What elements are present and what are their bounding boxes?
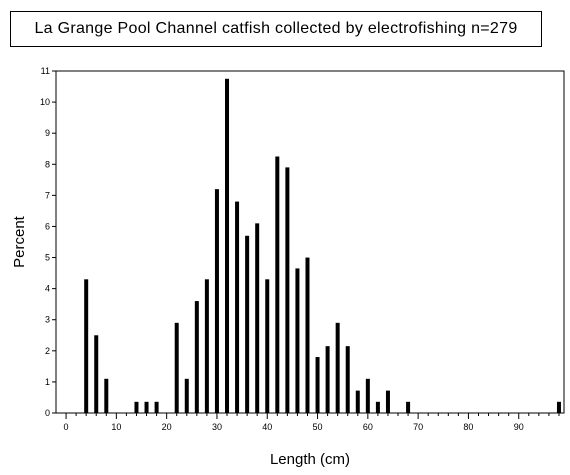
y-tick-label: 6 <box>45 221 50 231</box>
bar <box>365 378 370 413</box>
x-tick-label: 90 <box>514 422 524 432</box>
bar <box>154 401 159 413</box>
bar <box>265 279 270 413</box>
y-tick-label: 8 <box>45 159 50 169</box>
bar <box>235 201 240 413</box>
bar <box>556 401 561 413</box>
x-axis: 0 10 20 30 40 50 60 70 80 90 <box>64 413 560 432</box>
bar <box>275 156 280 413</box>
bar <box>325 346 330 413</box>
y-tick-label: 5 <box>45 253 50 263</box>
plot-frame <box>55 70 565 414</box>
x-tick-label: 80 <box>463 422 473 432</box>
y-tick-label: 1 <box>45 377 50 387</box>
bar <box>335 322 340 413</box>
bar <box>406 401 411 413</box>
bar <box>345 346 350 413</box>
bar <box>375 401 380 413</box>
bar <box>134 401 139 413</box>
bar <box>204 279 209 413</box>
x-tick-label: 0 <box>64 422 69 432</box>
bar <box>144 401 149 413</box>
y-tick-label: 4 <box>45 284 50 294</box>
bar <box>214 189 219 413</box>
chart-title: La Grange Pool Channel catfish collected… <box>34 20 518 37</box>
bar <box>194 301 199 413</box>
bar <box>315 357 320 413</box>
bar <box>255 223 260 413</box>
y-tick-label: 11 <box>41 66 50 76</box>
bar <box>184 378 189 413</box>
y-tick-label: 3 <box>45 315 50 325</box>
y-axis-title: Percent <box>11 215 28 268</box>
bar <box>84 279 89 413</box>
y-axis: 0 1 2 3 4 5 6 7 8 9 10 11 <box>40 66 56 418</box>
bar <box>285 167 290 413</box>
bar <box>295 268 300 413</box>
x-tick-label: 70 <box>413 422 423 432</box>
y-tick-label: 0 <box>45 408 50 418</box>
y-tick-label: 2 <box>45 346 50 356</box>
bars-group <box>84 78 561 413</box>
x-tick-label: 20 <box>162 422 172 432</box>
bar <box>245 235 250 413</box>
x-tick-label: 60 <box>363 422 373 432</box>
x-tick-label: 10 <box>111 422 121 432</box>
y-tick-label: 10 <box>40 97 50 107</box>
bar <box>355 390 360 413</box>
x-tick-label: 30 <box>212 422 222 432</box>
plot-area <box>55 70 565 414</box>
bar <box>385 390 390 413</box>
bar <box>174 322 179 413</box>
bar <box>104 378 109 413</box>
bar <box>305 257 310 413</box>
y-tick-label: 7 <box>45 190 50 200</box>
x-tick-label: 40 <box>262 422 272 432</box>
y-tick-label: 9 <box>45 128 50 138</box>
chart-title-box: La Grange Pool Channel catfish collected… <box>10 11 542 47</box>
bar <box>225 78 230 413</box>
x-tick-label: 50 <box>313 422 323 432</box>
x-axis-title: Length (cm) <box>270 451 350 468</box>
bar <box>94 335 99 413</box>
